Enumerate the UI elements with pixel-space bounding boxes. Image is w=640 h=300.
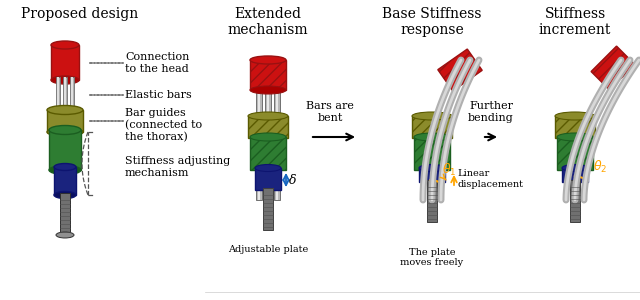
Text: Stiffness
increment: Stiffness increment (539, 7, 611, 37)
Bar (274, 60, 280, 200)
Text: Elastic bars: Elastic bars (125, 90, 192, 100)
Ellipse shape (54, 164, 76, 170)
Text: Proposed design: Proposed design (21, 7, 139, 21)
Bar (419, 168, 445, 182)
Bar (51, 45, 79, 80)
Ellipse shape (562, 164, 588, 172)
Text: Further
bending: Further bending (468, 101, 514, 123)
Bar (276, 60, 278, 200)
Text: δ: δ (289, 173, 296, 187)
Bar (71, 77, 73, 195)
Bar (267, 60, 269, 200)
Bar (49, 130, 81, 170)
Bar (60, 193, 70, 235)
Bar (414, 137, 450, 170)
Ellipse shape (49, 125, 81, 134)
Bar (70, 77, 74, 195)
Ellipse shape (248, 112, 288, 120)
Bar (570, 180, 580, 222)
Bar (56, 77, 60, 195)
Bar (258, 60, 260, 200)
Ellipse shape (51, 76, 79, 84)
Bar (54, 167, 76, 195)
Ellipse shape (412, 112, 452, 120)
Ellipse shape (250, 56, 286, 64)
Bar (250, 137, 286, 170)
Bar (250, 60, 286, 90)
Ellipse shape (49, 166, 81, 175)
Bar (47, 110, 83, 132)
Bar (427, 180, 437, 222)
Bar (412, 116, 452, 138)
Bar (64, 77, 66, 195)
Polygon shape (438, 49, 482, 91)
Ellipse shape (250, 86, 286, 94)
Ellipse shape (555, 112, 595, 120)
Ellipse shape (250, 133, 286, 141)
Text: Extended
mechanism: Extended mechanism (228, 7, 308, 37)
Ellipse shape (47, 106, 83, 115)
Text: $\theta_2$: $\theta_2$ (593, 159, 607, 175)
Bar (557, 137, 593, 170)
Bar (256, 60, 262, 200)
Bar (562, 168, 588, 182)
Ellipse shape (414, 133, 450, 141)
Bar (63, 77, 67, 195)
Text: Adjustable plate: Adjustable plate (228, 245, 308, 254)
Text: Connection
to the head: Connection to the head (125, 52, 189, 74)
Ellipse shape (419, 164, 445, 172)
Ellipse shape (56, 232, 74, 238)
Ellipse shape (51, 41, 79, 49)
Bar (263, 188, 273, 230)
Text: Bar guides
(connected to
the thorax): Bar guides (connected to the thorax) (125, 108, 202, 142)
Ellipse shape (47, 128, 83, 136)
Bar (265, 60, 271, 200)
Text: Base Stiffness
response: Base Stiffness response (382, 7, 482, 37)
Ellipse shape (255, 164, 281, 172)
Bar (555, 116, 595, 138)
Text: $\theta_1$: $\theta_1$ (442, 162, 456, 178)
Bar (57, 77, 59, 195)
Text: Linear
displacement: Linear displacement (457, 169, 523, 189)
Text: The plate
moves freely: The plate moves freely (401, 248, 463, 267)
Polygon shape (591, 46, 635, 90)
Text: Bars are
bent: Bars are bent (306, 101, 354, 123)
Text: Stiffness adjusting
mechanism: Stiffness adjusting mechanism (125, 156, 230, 178)
Bar (255, 168, 281, 190)
Ellipse shape (54, 191, 76, 199)
Bar (248, 116, 288, 138)
Ellipse shape (557, 133, 593, 141)
